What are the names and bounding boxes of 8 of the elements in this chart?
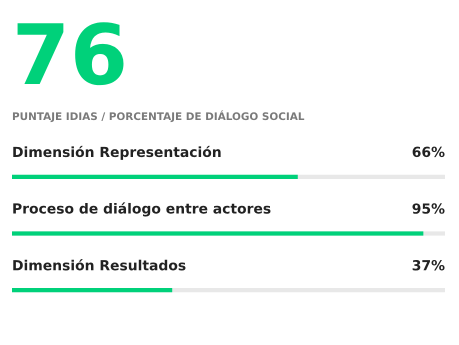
chart-title: 76 [18, 22, 124, 86]
y-tick-label: Proceso de diálogo entre actores [13, 202, 270, 216]
data-label: 66% [412, 146, 445, 158]
data-label: 95% [412, 203, 445, 214]
y-tick-label: Dimensión Representación [13, 146, 221, 160]
y-tick-label: Dimensión Resultados [13, 259, 186, 270]
chart-subtitle: PUNTAJE IDIAS / PORCENTAJE DE DIÁLOGO SOCIAL [12, 110, 304, 122]
data-label: 37% [412, 260, 445, 270]
